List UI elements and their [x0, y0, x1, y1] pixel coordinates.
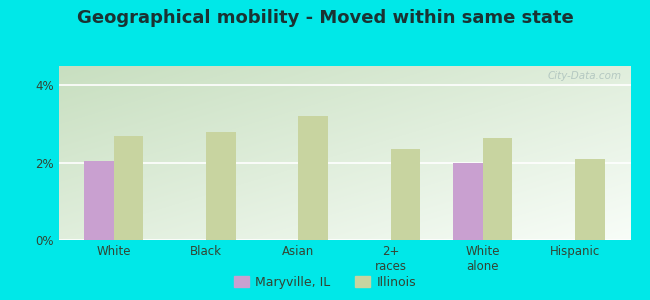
Bar: [114, 136, 144, 240]
Bar: [483, 137, 512, 240]
Bar: [453, 163, 483, 240]
Text: Geographical mobility - Moved within same state: Geographical mobility - Moved within sam…: [77, 9, 573, 27]
Text: City-Data.com: City-Data.com: [548, 71, 622, 81]
Bar: [391, 149, 420, 240]
Bar: [575, 159, 604, 240]
Bar: [298, 116, 328, 240]
Legend: Maryville, IL, Illinois: Maryville, IL, Illinois: [229, 271, 421, 294]
Bar: [206, 132, 236, 240]
Bar: [84, 161, 114, 240]
